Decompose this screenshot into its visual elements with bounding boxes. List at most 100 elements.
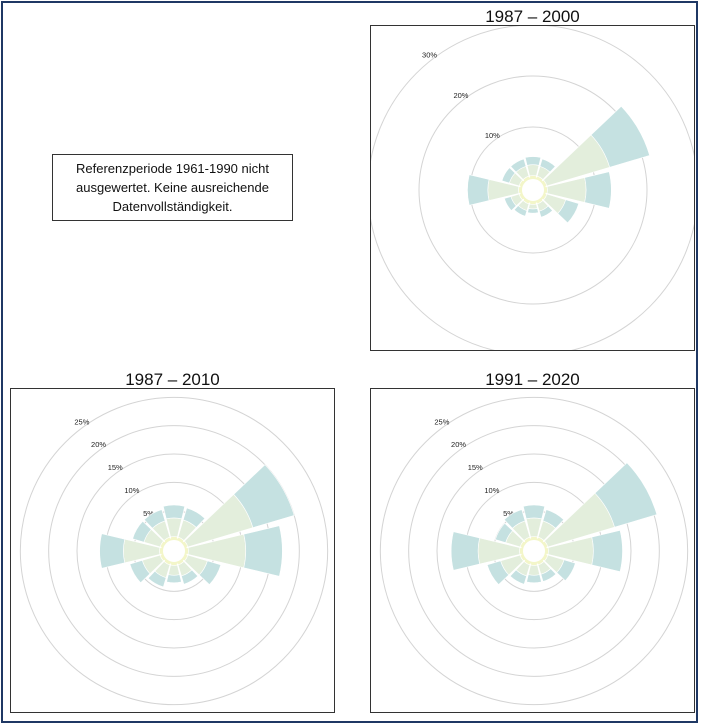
bar-segment [504, 196, 517, 211]
bar-segment [132, 520, 152, 543]
bar-segment [524, 156, 542, 166]
bar-60deg [182, 464, 295, 548]
bar-90deg [544, 171, 612, 209]
ring-label: 5% [503, 509, 514, 518]
bar-segment [503, 509, 526, 529]
center-circle [521, 538, 547, 564]
bar-300deg [132, 520, 166, 548]
bar-segment [556, 559, 576, 582]
chart-title-1991-2020: 1991 – 2020 [485, 370, 580, 389]
bar-segment [129, 560, 151, 584]
bar-segment [528, 203, 538, 210]
bar-segment [181, 569, 199, 585]
rose-chart-1991-2020: 5% 10% 15% 20% 25% [370, 388, 695, 713]
note-line-2: ausgewertet. Keine ausreichende [76, 180, 269, 195]
bar-segment [510, 158, 527, 173]
bar-segment [590, 105, 651, 168]
rose-chart-svg-3: 5% 10% 15% 20% 25% [379, 396, 689, 706]
bar-120deg [182, 554, 222, 586]
bar-300deg [494, 522, 526, 548]
bar-segment [467, 174, 490, 206]
rose-chart-svg-2: 5% 10% 15% 20% 25% [19, 396, 329, 706]
grid-ring [408, 425, 660, 677]
bar-segment [167, 564, 181, 576]
bar-150deg [177, 559, 199, 585]
bar-segment [162, 504, 186, 520]
bar-segment [526, 574, 542, 584]
bar-330deg [143, 509, 171, 543]
bar-segment [522, 504, 546, 520]
ring-label: 10% [485, 131, 500, 140]
bar-segment [233, 464, 295, 529]
bar-segment [450, 531, 480, 571]
bar-0deg [522, 504, 546, 540]
note-box: Referenzperiode 1961-1990 nicht ausgewer… [52, 154, 293, 221]
bar-270deg [99, 533, 163, 569]
bar-segment [99, 533, 126, 569]
note-line-3: Datenvollständigkeit. [112, 199, 233, 214]
bar-segment [540, 568, 557, 582]
bar-segment [557, 199, 580, 224]
bar-120deg [542, 554, 576, 582]
bar-150deg [536, 198, 553, 218]
bar-segment [509, 569, 527, 585]
chart-title-1987-2010: 1987 – 2010 [125, 370, 220, 389]
bar-180deg [526, 562, 542, 584]
grid-ring [19, 396, 329, 706]
ring-label: 15% [108, 463, 123, 472]
grid-ring [418, 75, 648, 305]
ring-label: 10% [484, 486, 499, 495]
bar-0deg [162, 504, 186, 540]
ring-label: 10% [124, 486, 139, 495]
grid-ring [379, 396, 689, 706]
bar-segment [182, 507, 206, 528]
bar-60deg [541, 105, 651, 187]
bar-segment [486, 560, 510, 586]
bar-270deg [450, 531, 523, 571]
bar-90deg [185, 525, 283, 577]
rose-chart-1987-2010: 5% 10% 15% 20% 25% [10, 388, 335, 713]
note-line-1: Referenzperiode 1961-1990 nicht [76, 161, 269, 176]
bar-330deg [510, 158, 530, 182]
bar-segment [594, 462, 658, 528]
bar-30deg [177, 507, 206, 543]
bar-segment [198, 560, 222, 586]
bar-segment [143, 509, 166, 529]
bar-segment [527, 564, 541, 576]
chart-title-1987-2000: 1987 – 2000 [485, 7, 580, 26]
bar-segment [166, 574, 182, 584]
ring-label: 5% [143, 509, 154, 518]
grid-ring [436, 453, 632, 649]
bar-300deg [501, 167, 525, 187]
bar-segment [526, 164, 540, 177]
ring-label: 25% [434, 417, 449, 426]
bar-segment [538, 205, 553, 218]
grid-ring [48, 425, 300, 677]
bar-segment [494, 522, 513, 543]
bar-90deg [545, 529, 623, 573]
bar-segment [147, 570, 167, 588]
bar-210deg [513, 198, 530, 217]
bar-segment [591, 529, 623, 573]
bar-segment [243, 525, 283, 577]
bar-240deg [486, 554, 526, 586]
bar-segment [542, 509, 565, 529]
bar-330deg [503, 509, 531, 543]
bar-180deg [166, 562, 182, 584]
bar-segment [513, 205, 528, 217]
center-circle [520, 177, 546, 203]
bar-150deg [537, 559, 557, 582]
bar-segment [584, 171, 612, 209]
bar-60deg [542, 462, 658, 548]
bar-240deg [504, 193, 525, 211]
rose-chart-1987-2000: 10% 20% 30% [370, 25, 695, 351]
bar-segment [539, 158, 556, 173]
ring-label: 15% [468, 463, 483, 472]
bar-segment [527, 208, 539, 214]
ring-label: 20% [451, 440, 466, 449]
ring-label: 30% [422, 51, 437, 60]
bar-210deg [509, 559, 531, 585]
ring-label: 25% [74, 417, 89, 426]
bar-120deg [541, 193, 580, 224]
